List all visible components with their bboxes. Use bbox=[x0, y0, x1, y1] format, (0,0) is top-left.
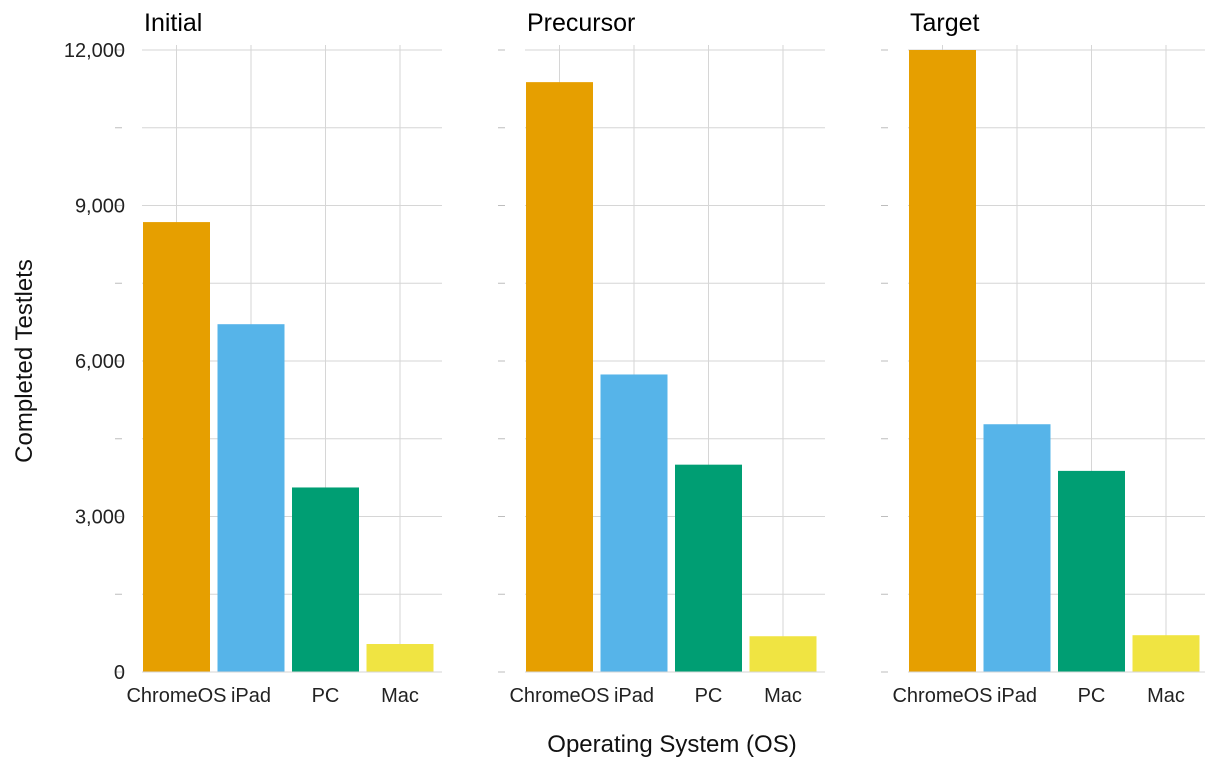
x-tick-label: PC bbox=[695, 685, 723, 707]
panel-title: Precursor bbox=[527, 9, 635, 37]
y-tick-label: 0 bbox=[114, 662, 125, 684]
x-tick-label: ChromeOS bbox=[892, 685, 992, 707]
bar-precursor-ipad bbox=[600, 374, 668, 672]
panel-title: Initial bbox=[144, 9, 202, 37]
chart-panels: ChromeOS iPad PC MacInitial03,0006,0009,000… bbox=[64, 9, 1205, 707]
x-axis-title: Operating System (OS) bbox=[547, 731, 796, 758]
x-tick-label: iPad bbox=[997, 685, 1037, 707]
bar-target-chromeos bbox=[909, 50, 976, 672]
x-tick-label: Mac bbox=[381, 685, 419, 707]
bar-initial-mac bbox=[366, 644, 434, 672]
x-tick-label: iPad bbox=[231, 685, 271, 707]
panel-title: Target bbox=[910, 9, 980, 37]
x-tick-label: ChromeOS bbox=[509, 685, 609, 707]
bar-initial-chromeos bbox=[143, 222, 210, 672]
bar-precursor-pc bbox=[675, 464, 742, 672]
bar-precursor-mac bbox=[749, 636, 817, 672]
bar-initial-ipad bbox=[217, 324, 285, 672]
x-tick-label: ChromeOS bbox=[126, 685, 226, 707]
panel-target: ChromeOS iPad PC Mac Target bbox=[881, 9, 1205, 707]
bar-initial-pc bbox=[292, 487, 359, 672]
x-tick-label: iPad bbox=[614, 685, 654, 707]
x-tick-label: PC bbox=[1078, 685, 1106, 707]
panel-precursor: ChromeOS iPad PC Mac Precursor bbox=[498, 9, 825, 707]
x-tick-label: Mac bbox=[1147, 685, 1185, 707]
y-tick-label: 9,000 bbox=[75, 196, 125, 218]
bar-target-pc bbox=[1058, 470, 1125, 672]
y-tick-label: 12,000 bbox=[64, 40, 125, 62]
y-tick-label: 6,000 bbox=[75, 351, 125, 373]
x-tick-label: PC bbox=[312, 685, 340, 707]
bar-target-mac bbox=[1132, 635, 1200, 672]
bar-precursor-chromeos bbox=[526, 82, 593, 673]
x-tick-label: Mac bbox=[764, 685, 802, 707]
bar-target-ipad bbox=[983, 424, 1051, 672]
y-axis-title: Completed Testlets bbox=[11, 259, 38, 463]
panel-initial: ChromeOS iPad PC Mac Initial 0 3,000 6,000 9,000… bbox=[64, 9, 442, 707]
y-tick-label: 3,000 bbox=[75, 507, 125, 529]
